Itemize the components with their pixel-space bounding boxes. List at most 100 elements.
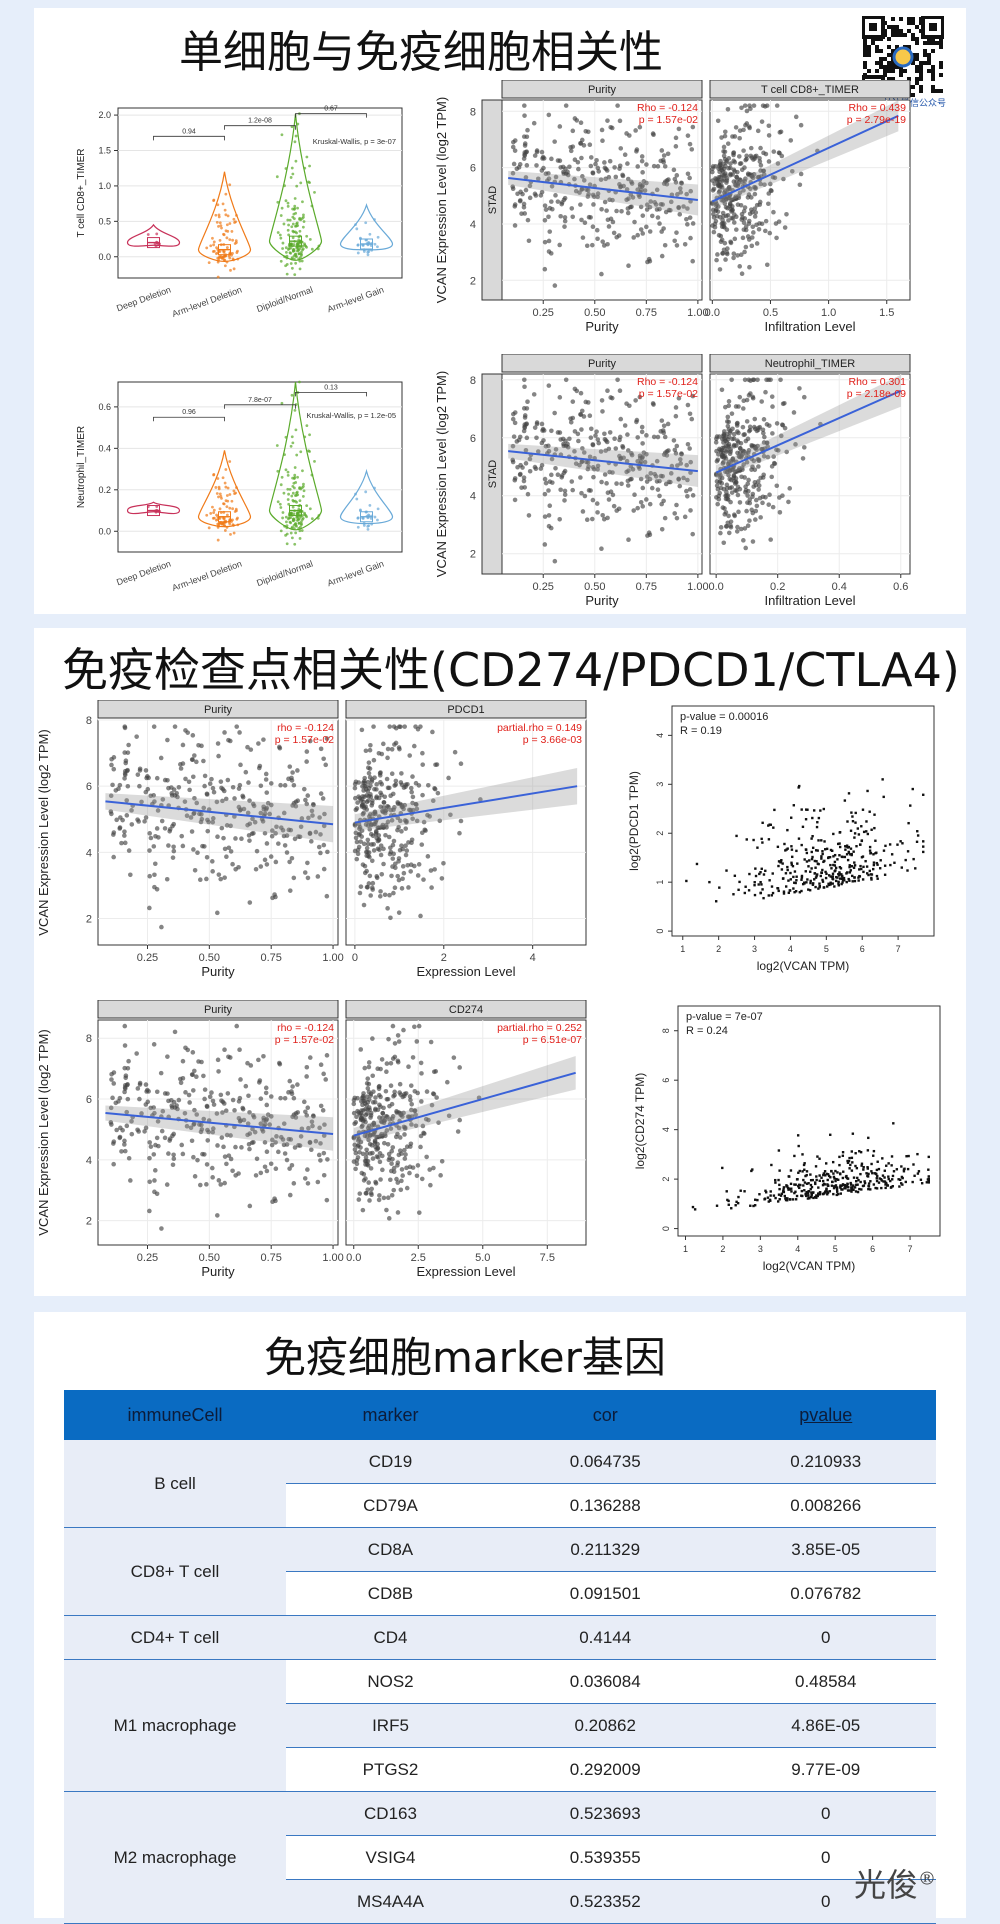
data-point: [804, 1194, 808, 1198]
data-point: [760, 427, 766, 433]
section-title: 免疫检查点相关性(CD274/PDCD1/CTLA4): [62, 643, 960, 697]
data-point: [580, 509, 586, 514]
x-tick-label: 1.00: [687, 307, 708, 319]
data-point: [787, 486, 793, 491]
table-row: PTGS2 0.292009 9.77E-09: [64, 1747, 936, 1792]
data-point: [626, 537, 631, 542]
data-point: [792, 875, 795, 879]
data-point: [298, 529, 302, 533]
data-point: [289, 176, 293, 179]
data-point: [659, 229, 664, 234]
data-point: [387, 892, 392, 898]
data-point: [291, 875, 297, 881]
data-point: [300, 259, 304, 263]
data-point: [511, 434, 517, 439]
data-point: [898, 1185, 901, 1188]
data-point: [211, 1102, 217, 1107]
data-point: [776, 886, 779, 890]
data-point: [841, 881, 844, 884]
data-point: [857, 833, 861, 836]
data-point: [689, 147, 695, 152]
data-point: [835, 1186, 839, 1189]
data-point: [547, 503, 553, 509]
data-point: [230, 499, 234, 503]
data-point: [713, 176, 718, 181]
data-point: [750, 491, 756, 497]
data-point: [710, 164, 716, 169]
data-point: [180, 843, 186, 849]
data-point: [370, 1036, 375, 1041]
data-point: [729, 485, 735, 490]
data-point: [301, 469, 304, 473]
section-title: 免疫细胞marker基因: [264, 1333, 666, 1382]
data-point: [371, 848, 377, 853]
data-point: [797, 1183, 801, 1187]
data-point: [224, 1132, 230, 1138]
data-point: [289, 855, 295, 861]
data-point: [756, 846, 759, 849]
data-point: [838, 854, 841, 857]
data-point: [273, 859, 279, 865]
data-point: [600, 409, 605, 414]
data-point: [393, 1134, 399, 1140]
data-point: [798, 122, 804, 128]
data-point: [860, 839, 864, 842]
data-point: [458, 818, 464, 824]
data-point: [847, 845, 851, 849]
data-point: [690, 258, 696, 264]
data-point: [385, 746, 391, 752]
data-point: [265, 800, 271, 806]
data-point: [518, 462, 523, 468]
data-point: [713, 218, 719, 224]
data-point: [355, 851, 361, 857]
data-point: [687, 215, 693, 220]
data-point: [800, 456, 806, 461]
data-point: [733, 194, 738, 199]
data-point: [310, 247, 314, 251]
data-point: [225, 494, 229, 497]
data-point: [117, 825, 123, 830]
x-tick-label: 0.4: [832, 581, 847, 593]
data-point: [795, 849, 798, 853]
data-point: [264, 790, 270, 795]
data-point: [726, 513, 731, 519]
data-point: [402, 1156, 408, 1161]
data-point: [124, 1123, 130, 1129]
data-point: [311, 1114, 316, 1119]
data-point: [897, 1178, 900, 1181]
data-point: [385, 819, 391, 825]
data-point: [737, 888, 740, 892]
data-point: [286, 487, 290, 491]
data-point: [851, 820, 855, 823]
data-point: [179, 1142, 185, 1148]
data-point: [795, 875, 798, 878]
data-point: [369, 779, 375, 784]
data-point: [179, 833, 185, 839]
data-point: [308, 507, 312, 511]
data-point: [625, 161, 630, 166]
confidence-band: [508, 443, 698, 488]
data-point: [186, 1092, 192, 1098]
data-point: [746, 393, 752, 398]
data-point: [366, 253, 370, 257]
data-point: [217, 213, 221, 217]
data-point: [210, 1129, 216, 1135]
data-point: [580, 174, 585, 179]
data-point: [151, 724, 157, 729]
data-point: [192, 753, 197, 758]
data-point: [728, 499, 733, 505]
data-point: [884, 844, 887, 848]
pvalue-value: 3.85E-05: [715, 1527, 936, 1572]
data-point: [318, 832, 323, 837]
data-point: [415, 726, 421, 732]
data-point: [299, 525, 302, 529]
y-tick-label: 6: [86, 1094, 92, 1106]
data-point: [560, 164, 566, 170]
data-point: [725, 414, 731, 420]
data-point: [512, 148, 518, 153]
data-point: [905, 1155, 908, 1158]
data-point: [791, 410, 797, 415]
data-point: [824, 848, 827, 851]
data-point: [428, 1182, 433, 1188]
data-point: [270, 1199, 275, 1204]
